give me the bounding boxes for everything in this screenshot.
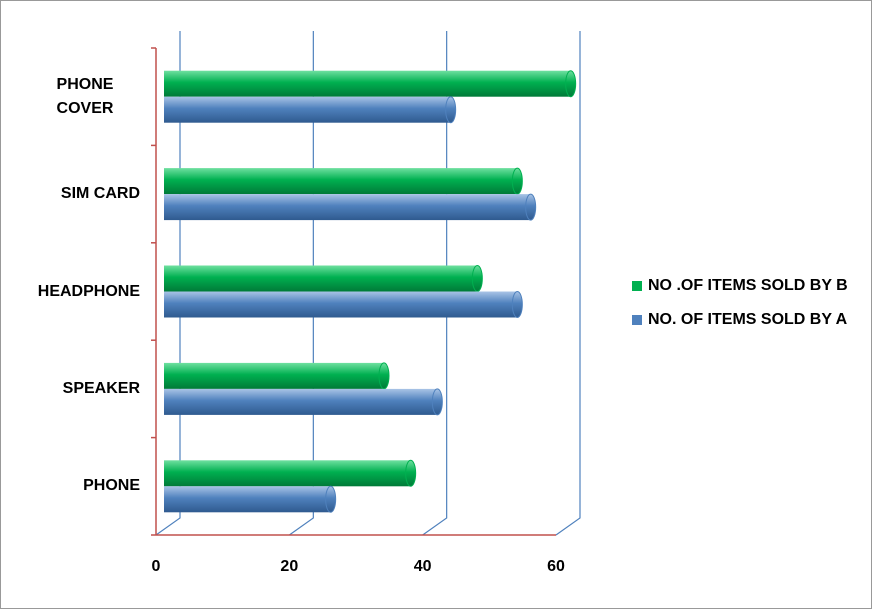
bar-cap: [405, 459, 417, 487]
bar-cap: [445, 96, 457, 124]
y-tick-label: SIM CARD: [60, 185, 140, 203]
bar-cap: [378, 362, 390, 390]
x-tick-label: 0: [152, 558, 161, 575]
bar: [164, 168, 518, 195]
x-tick-label: 20: [280, 558, 298, 575]
bar: [164, 362, 384, 389]
x-tick-label: 40: [414, 558, 432, 575]
bar: [164, 291, 518, 318]
y-tick-label: PHONE COVER: [56, 75, 114, 117]
bar: [164, 70, 571, 97]
legend-swatch: [632, 281, 642, 291]
bar-cap: [525, 193, 537, 221]
bar-cap: [511, 291, 523, 318]
y-tick-label: HEADPHONE: [37, 282, 140, 300]
bar: [164, 460, 411, 487]
bar: [164, 388, 438, 415]
bar: [164, 486, 331, 513]
y-tick-label: PHONE: [83, 477, 140, 495]
legend-label: NO. OF ITEMS SOLD BY A: [648, 311, 848, 328]
bar-cap: [471, 265, 483, 292]
bar-cap: [325, 485, 337, 513]
bar-cap: [431, 388, 443, 416]
bar-cap: [565, 70, 577, 98]
legend-label: NO .OF ITEMS SOLD BY B: [648, 277, 848, 294]
grid-line: [555, 31, 581, 536]
x-tick-label: 60: [547, 558, 565, 575]
legend-swatch: [632, 315, 642, 325]
y-tick-label: SPEAKER: [62, 379, 140, 397]
bar: [164, 96, 451, 123]
bar: [164, 265, 478, 292]
bar-cap: [511, 167, 523, 195]
bar: [164, 194, 531, 221]
